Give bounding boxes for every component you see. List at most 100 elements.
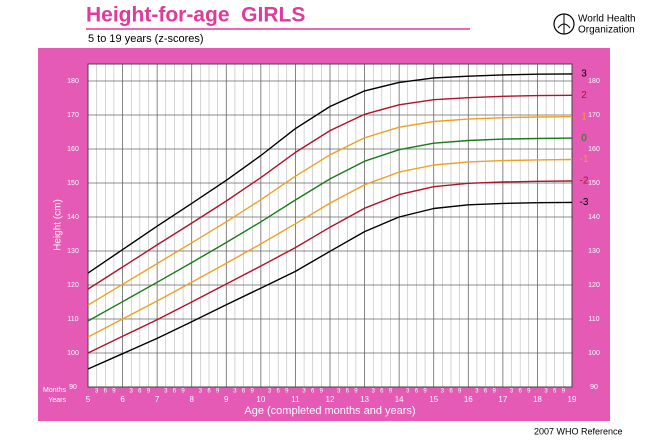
y-tick-label: 150 (67, 180, 79, 187)
x-tick-label: 11 (291, 395, 300, 404)
x-minor-tick-label: 9 (147, 389, 151, 395)
x-minor-tick-label: 3 (302, 389, 306, 395)
x-minor-tick-label: 3 (199, 389, 203, 395)
x-minor-tick-label: 6 (276, 389, 280, 395)
y-tick-label-right: 100 (588, 350, 600, 357)
x-minor-tick-label: 9 (423, 389, 427, 395)
x-minor-tick-label: 3 (268, 389, 272, 395)
plot-frame (87, 63, 573, 388)
x-minor-tick-label: 3 (233, 389, 237, 395)
x-tick-label: 10 (256, 395, 265, 404)
x-minor-tick-label: 9 (527, 389, 531, 395)
x-axis-label: Age (completed months and years) (244, 405, 415, 417)
x-row-label: Months (43, 387, 66, 394)
x-minor-tick-label: 3 (544, 389, 548, 395)
series-line (87, 201, 573, 370)
x-tick-label: 15 (429, 395, 438, 404)
x-tick-label: 19 (568, 395, 577, 404)
subtitle: 5 to 19 years (z-scores) (88, 33, 204, 45)
y-tick-label-right: 150 (588, 180, 600, 187)
x-tick-label: 13 (360, 395, 369, 404)
x-minor-tick-label: 6 (380, 389, 384, 395)
series-label: 1 (581, 111, 587, 122)
x-minor-tick-label: 9 (493, 389, 497, 395)
x-minor-tick-label: 6 (242, 389, 246, 395)
y-tick-label: 170 (67, 112, 79, 119)
series-label: -1 (580, 154, 589, 165)
series-label: -2 (580, 176, 589, 187)
x-minor-tick-label: 9 (285, 389, 289, 395)
x-minor-tick-label: 6 (415, 389, 419, 395)
footer: 2007 WHO Reference (534, 426, 623, 436)
x-minor-tick-label: 3 (510, 389, 514, 395)
x-minor-tick-label: 9 (320, 389, 324, 395)
x-minor-tick-label: 3 (164, 389, 168, 395)
chart-title: Height-for-age GIRLS (86, 4, 305, 27)
x-tick-label: 12 (326, 395, 335, 404)
x-minor-tick-label: 6 (311, 389, 315, 395)
x-minor-tick-label: 9 (562, 389, 566, 395)
y-tick-label: 160 (67, 146, 79, 153)
x-minor-tick-label: 3 (337, 389, 341, 395)
y-tick-label: 110 (67, 316, 78, 323)
x-tick-label: 18 (533, 395, 542, 404)
x-tick-label: 6 (120, 395, 125, 404)
y-tick-label: 140 (67, 214, 79, 221)
y-tick-label-right: 130 (588, 248, 600, 255)
series-line (87, 116, 573, 306)
series-line (87, 137, 573, 322)
x-minor-tick-label: 9 (251, 389, 255, 395)
x-minor-tick-label: 6 (346, 389, 350, 395)
org-name: World Health (578, 14, 636, 25)
x-minor-tick-label: 3 (372, 389, 376, 395)
y-axis-label: Height (cm) (53, 199, 64, 251)
x-tick-label: 16 (464, 395, 473, 404)
x-minor-tick-label: 9 (389, 389, 393, 395)
x-minor-tick-label: 3 (406, 389, 410, 395)
x-minor-tick-label: 6 (518, 389, 522, 395)
x-tick-label: 7 (155, 395, 160, 404)
x-minor-tick-label: 9 (354, 389, 358, 395)
y-tick-label: 180 (67, 78, 79, 85)
x-minor-tick-label: 9 (216, 389, 220, 395)
y-tick-label: 100 (67, 350, 79, 357)
x-minor-tick-label: 9 (112, 389, 116, 395)
x-tick-label: 17 (498, 395, 507, 404)
series-line (87, 158, 573, 338)
y-tick-label-right: 170 (588, 112, 600, 119)
x-minor-tick-label: 6 (484, 389, 488, 395)
series-line (87, 73, 573, 274)
x-tick-label: 14 (395, 395, 404, 404)
x-minor-tick-label: 3 (475, 389, 479, 395)
x-minor-tick-label: 3 (441, 389, 445, 395)
series-label: 2 (581, 90, 587, 101)
series-line (87, 180, 573, 354)
y-tick-label: 120 (67, 282, 79, 289)
x-minor-tick-label: 6 (553, 389, 557, 395)
x-minor-tick-label: 6 (207, 389, 211, 395)
y-tick-label: 90 (69, 384, 77, 391)
x-minor-tick-label: 6 (138, 389, 142, 395)
y-tick-label-right: 180 (588, 78, 600, 85)
series-label: -3 (580, 197, 589, 208)
y-tick-label: 130 (67, 248, 79, 255)
x-minor-tick-label: 3 (95, 389, 99, 395)
y-tick-label-right: 90 (590, 384, 598, 391)
x-minor-tick-label: 6 (449, 389, 453, 395)
x-row-label: Years (48, 397, 66, 404)
x-minor-tick-label: 6 (104, 389, 108, 395)
series-line (87, 94, 573, 290)
x-minor-tick-label: 3 (130, 389, 134, 395)
series-label: 3 (581, 69, 587, 80)
who-logo: World Health Organization (553, 13, 636, 36)
x-tick-label: 5 (86, 395, 91, 404)
x-minor-tick-label: 9 (458, 389, 462, 395)
y-tick-label-right: 160 (588, 146, 600, 153)
x-tick-label: 9 (224, 395, 229, 404)
y-tick-label-right: 140 (588, 214, 600, 221)
y-tick-label-right: 110 (588, 316, 599, 323)
x-minor-tick-label: 6 (173, 389, 177, 395)
x-minor-tick-label: 9 (181, 389, 185, 395)
y-tick-label-right: 120 (588, 282, 600, 289)
